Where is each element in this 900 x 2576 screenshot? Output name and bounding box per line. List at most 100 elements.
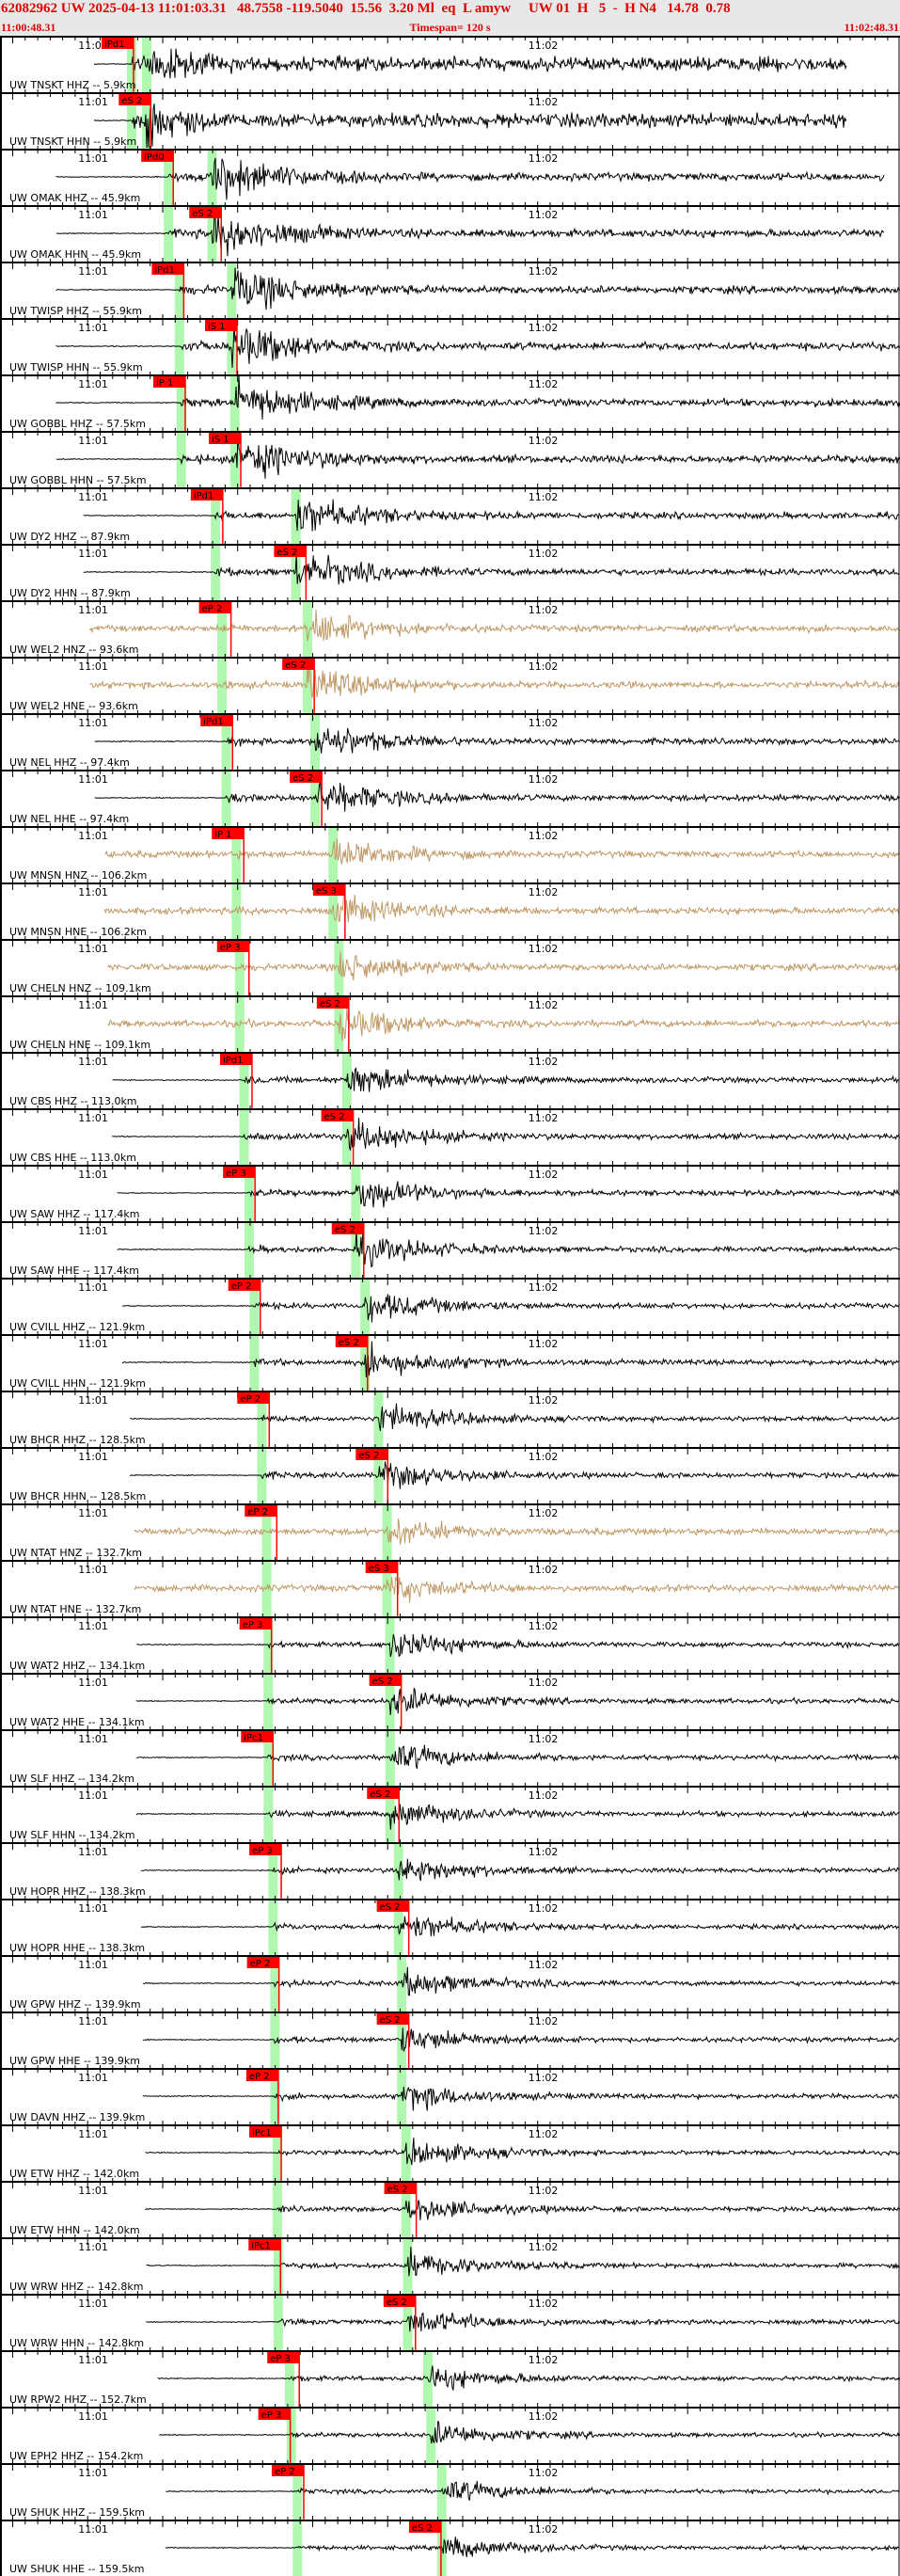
waveform [55,267,900,310]
trace-panel: 11:01 11:02 eP 3 UW WAT2 HHZ -- 134.1km [0,1613,900,1673]
waveform [146,2246,900,2277]
trace-panel: 11:01 11:02 eP 3 UW SAW HHZ -- 117.4km [0,1161,900,1221]
time-label: 11:02 [529,1959,559,1971]
time-label: 11:02 [529,265,559,278]
time-label: 11:02 [529,1902,559,1915]
time-label: 11:01 [78,2467,108,2479]
waveform [121,1294,900,1323]
time-label: 11:02 [529,40,559,52]
pick-label: eP 2 [249,2072,270,2082]
station-label: UW SLF HHN -- 134.2km [9,1829,135,1841]
station-label: UW CVILL HHN -- 121.9km [9,1377,146,1390]
theoretical-p-band [263,1729,274,1786]
waveform [165,2536,900,2558]
time-label: 11:02 [529,1169,559,1181]
time-label: 11:01 [78,1169,108,1181]
station-label: UW WAT2 HHZ -- 134.1km [9,1660,145,1672]
time-label: 11:02 [529,322,559,334]
trace-panel: 11:01 11:02 eP 2 UW DAVN HHZ -- 139.9km [0,2064,900,2124]
trace-panel: 11:01 11:02 iPd1 UW CBS HHZ -- 113.0km [0,1048,900,1108]
theoretical-s-band [385,1673,395,1729]
trace-panel: 11:01 11:02 eS 2 UW TNSKT HHN -- 5.9km [0,88,900,149]
station-label: UW DAVN HHZ -- 139.9km [9,2111,145,2123]
pick-label: eP 2 [202,604,223,614]
pick-marker [228,1280,261,1291]
pick-marker [290,771,323,783]
pick-label: eS 2 [339,1338,359,1348]
pick-marker [367,1788,400,1799]
pick-marker [376,1900,409,1912]
station-label: UW NTAT HNE -- 132.7km [9,1603,141,1615]
station-label: UW WAT2 HHE -- 134.1km [9,1716,145,1728]
theoretical-p-band [176,374,186,431]
trace-panel: 11:01 11:02 eP 3 UW EPH2 HHZ -- 154.2km [0,2403,900,2463]
waveform [117,1181,900,1208]
time-label: 11:02 [529,2298,559,2310]
time-label: 11:01 [78,2523,108,2536]
time-label: 11:02 [529,717,559,729]
station-label: UW TNSKT HHZ -- 5.9km [9,79,136,91]
station-label: UW OMAK HHZ -- 45.9km [9,192,140,204]
theoretical-s-band [426,2407,436,2463]
station-label: UW SAW HHZ -- 117.4km [9,1208,140,1220]
time-label: 11:01 [78,2241,108,2253]
waveform [129,1403,900,1431]
time-label: 11:01 [78,830,108,842]
waveform [107,1007,900,1042]
pick-marker [205,320,238,331]
station-label: UW SAW HHE -- 117.4km [9,1264,139,1277]
trace-panel: 11:01 11:02 iS 1 UW GOBBL HHN -- 57.5km [0,427,900,487]
station-label: UW GPW HHZ -- 139.9km [9,1998,141,2011]
time-label: 11:01 [78,1902,108,1915]
trace-panel: 11:01 11:02 iS 1 UW TWISP HHN -- 55.9km [0,314,900,374]
pick-label: eS 2 [324,1112,345,1122]
time-label: 11:02 [529,886,559,898]
waveform [89,660,900,698]
time-label: 11:01 [78,886,108,898]
pick-marker [245,1505,277,1517]
pick-marker [219,1054,252,1065]
pick-marker [249,2126,282,2138]
pick-label: eP 3 [243,1620,263,1630]
pick-label: iPd1 [104,40,125,50]
time-label: 11:02 [529,209,559,221]
pick-label: eP 3 [220,943,241,953]
pick-marker [369,1675,402,1686]
time-label: 11:02 [529,943,559,955]
pick-label: eS 3 [316,886,337,897]
pick-marker [249,1844,282,1855]
trace-panel: 11:01 11:02 iP 1 UW MNSN HNZ -- 106.2km [0,822,900,883]
time-label: 11:02 [529,1620,559,1632]
waveform [134,1577,900,1603]
pick-marker [216,941,249,952]
event-summary: 62082962 UW 2025-04-13 11:01:03.31 48.75… [1,1,731,16]
station-label: UW GPW HHE -- 139.9km [9,2055,140,2067]
time-label: 11:01 [78,1056,108,1068]
pick-label: iP 1 [156,378,173,389]
station-label: UW DY2 HHN -- 87.9km [9,587,131,599]
time-label: 11:02 [529,435,559,447]
theoretical-p-band [211,544,221,600]
window-start-time: 11:00:48.31 [1,21,56,34]
time-label: 11:02 [529,2128,559,2140]
time-label: 11:02 [529,773,559,786]
time-label: 11:01 [78,548,108,560]
waveform [89,610,900,642]
time-label: 11:02 [529,96,559,108]
pick-marker [237,1392,270,1404]
waveform [55,323,900,369]
window-end-time: 11:02:48.31 [844,21,899,34]
station-label: UW TWISP HHZ -- 55.9km [9,305,142,317]
station-label: UW ETW HHZ -- 142.0km [9,2168,139,2180]
time-label: 11:02 [529,152,559,165]
station-label: UW NEL HHE -- 97.4km [9,813,129,825]
pick-marker [267,2352,300,2363]
trace-panel: 11:01 11:02 eS 2 UW OMAK HHN -- 45.9km [0,201,900,262]
pick-marker [200,715,233,726]
pick-label: eS 2 [292,773,313,784]
time-label: 11:01 [78,2072,108,2084]
station-label: UW SHUK HHZ -- 159.5km [9,2506,145,2519]
theoretical-p-band [217,657,228,713]
theoretical-p-band [292,2520,303,2576]
theoretical-p-band [284,2350,294,2407]
